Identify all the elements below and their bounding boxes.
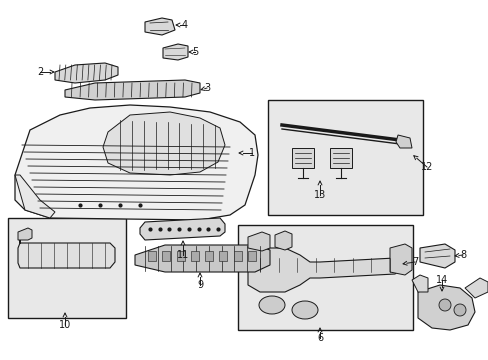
Polygon shape — [145, 18, 175, 35]
Text: 8: 8 — [459, 250, 465, 260]
Polygon shape — [329, 148, 351, 168]
Polygon shape — [247, 232, 269, 251]
Text: 12: 12 — [420, 162, 432, 172]
Text: 3: 3 — [203, 83, 210, 93]
Polygon shape — [419, 244, 454, 268]
Polygon shape — [417, 285, 474, 330]
Polygon shape — [389, 244, 411, 275]
Ellipse shape — [259, 296, 285, 314]
Text: 7: 7 — [411, 257, 417, 267]
Ellipse shape — [453, 304, 465, 316]
Text: 2: 2 — [37, 67, 43, 77]
Bar — [8, 218, 126, 318]
Text: 6: 6 — [316, 333, 323, 343]
Ellipse shape — [438, 299, 450, 311]
Polygon shape — [18, 228, 32, 240]
Text: 1: 1 — [248, 148, 255, 158]
Polygon shape — [15, 175, 55, 218]
Polygon shape — [55, 63, 118, 83]
Polygon shape — [395, 135, 411, 148]
Polygon shape — [135, 245, 269, 272]
Text: 4: 4 — [182, 20, 188, 30]
Bar — [267, 100, 422, 215]
Bar — [162, 251, 170, 261]
Polygon shape — [411, 275, 427, 292]
Polygon shape — [65, 80, 200, 100]
Text: 10: 10 — [59, 320, 71, 330]
Polygon shape — [291, 148, 313, 168]
Bar — [233, 251, 241, 261]
Text: 9: 9 — [197, 280, 203, 290]
Bar — [247, 251, 256, 261]
Polygon shape — [464, 278, 487, 298]
Bar — [176, 251, 184, 261]
Bar — [205, 251, 213, 261]
Polygon shape — [140, 218, 224, 240]
Text: 5: 5 — [191, 47, 198, 57]
Bar — [238, 225, 412, 330]
Ellipse shape — [291, 301, 317, 319]
Bar — [219, 251, 227, 261]
Polygon shape — [163, 44, 187, 60]
Bar — [190, 251, 199, 261]
Text: 13: 13 — [313, 190, 325, 200]
Text: 11: 11 — [177, 250, 189, 260]
Polygon shape — [15, 105, 258, 220]
Polygon shape — [247, 248, 399, 292]
Polygon shape — [18, 235, 115, 268]
Polygon shape — [103, 112, 224, 175]
Bar — [148, 251, 156, 261]
Text: 14: 14 — [435, 275, 447, 285]
Polygon shape — [274, 231, 291, 250]
